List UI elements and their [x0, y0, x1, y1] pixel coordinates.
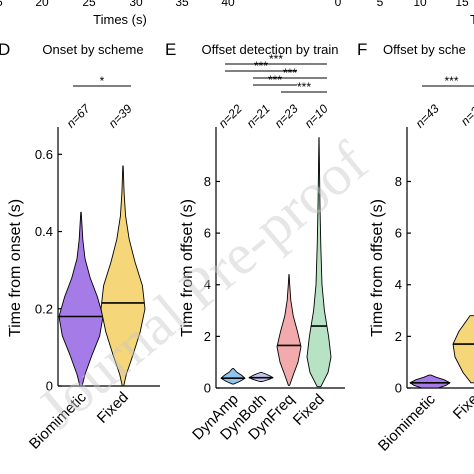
x-tick-label: Biomimetic [375, 390, 439, 454]
y-tick-label: 8 [395, 174, 402, 189]
y-tick-label: 0.4 [35, 224, 53, 239]
panel-letter-d: D [0, 40, 10, 59]
panel-f-title: Offset by sche [383, 42, 466, 57]
top-tick-label: 15 [0, 0, 3, 9]
significance-label: *** [283, 66, 297, 80]
y-tick-label: 4 [204, 277, 211, 292]
y-tick-label: 2 [395, 329, 402, 344]
panel-d-ylabel: Time from onset (s) [7, 199, 24, 337]
y-tick-label: 6 [204, 226, 211, 241]
y-tick-label: 8 [204, 174, 211, 189]
y-tick-label: 2 [204, 329, 211, 344]
count-label: n=43 [413, 101, 442, 130]
panel-letter-e: E [165, 40, 176, 59]
count-label: n=39 [106, 101, 135, 130]
top-right-tick-label: 15 [455, 0, 469, 9]
top-right-tick-label: 5 [377, 0, 384, 9]
top-tick-label: 35 [175, 0, 189, 9]
top-xlabel: Times (s) [93, 12, 147, 27]
significance-label: *** [254, 59, 268, 73]
top-tick-label: 25 [82, 0, 96, 9]
count-label: n=21 [244, 102, 273, 131]
significance-label: *** [268, 73, 282, 87]
top-tick-label: 40 [221, 0, 235, 9]
y-tick-label: 0 [395, 381, 402, 396]
violin-dynfreq [276, 273, 302, 386]
x-tick-label: Fixed [290, 391, 328, 429]
violin-biomimetic [409, 374, 451, 389]
y-tick-label: 0.6 [35, 147, 53, 162]
top-tick-label: 20 [35, 0, 49, 9]
violin-fixed [100, 165, 146, 387]
significance-label: *** [297, 80, 311, 94]
violin-fixed [306, 137, 332, 388]
significance-label: *** [444, 74, 458, 88]
y-tick-label: 0.2 [35, 301, 53, 316]
panel-f-ylabel: Time from offset (s) [369, 199, 386, 337]
y-tick-label: 6 [395, 226, 402, 241]
violin-dynamp [220, 368, 246, 385]
significance-label: * [100, 74, 105, 88]
y-tick-label: 0 [46, 379, 53, 394]
y-tick-label: 4 [395, 277, 402, 292]
x-tick-label: Fixe [450, 391, 474, 423]
significance-label: *** [269, 52, 283, 66]
panel-d-title: Onset by scheme [42, 42, 143, 57]
panel-e-ylabel: Time from offset (s) [179, 199, 196, 337]
top-strip: 15 20 25 30 35 40 0 5 10 15 [0, 0, 469, 9]
top-right-tick-label: 0 [335, 0, 342, 9]
count-label: n=22 [216, 101, 245, 130]
violin-biomimetic [58, 211, 104, 387]
count-label: n=67 [64, 101, 94, 131]
panel-letter-f: F [357, 40, 367, 59]
top-right-label: T [470, 12, 474, 27]
panel-f-plot: 0 2 4 6 8 Biomimetic n=43 Fixe n=3 *** [375, 74, 474, 455]
panel-e-title: Offset detection by train [201, 42, 338, 57]
violin-fixe [452, 315, 474, 384]
top-tick-label: 30 [129, 0, 143, 9]
top-right-tick-label: 10 [413, 0, 427, 9]
count-label: n=10 [302, 101, 331, 130]
y-tick-label: 0 [204, 381, 211, 396]
count-label: n=3 [458, 104, 474, 129]
count-label: n=23 [272, 101, 301, 130]
